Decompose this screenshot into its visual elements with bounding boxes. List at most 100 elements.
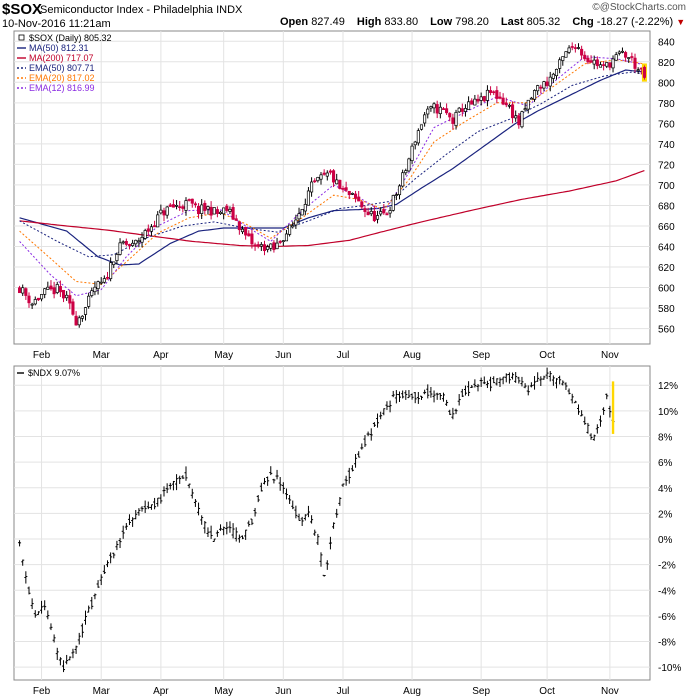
candle-body: [297, 213, 301, 220]
x-tick-label: Apr: [153, 350, 169, 361]
candle-body: [256, 244, 260, 246]
candle-body: [473, 98, 477, 106]
candle-body: [96, 281, 100, 290]
candle-body: [382, 209, 386, 214]
candle-body: [454, 112, 458, 126]
y-tick-label: 4%: [658, 484, 673, 495]
y-tick-label: 620: [658, 263, 675, 274]
candle-body: [262, 244, 267, 252]
candle-body: [539, 86, 543, 89]
high-label: High: [356, 16, 382, 28]
x-tick-label: Feb: [33, 686, 51, 697]
x-tick-label: Oct: [539, 350, 555, 361]
candle-body: [244, 227, 248, 236]
x-tick-label: Jun: [275, 686, 291, 697]
y-tick-label: 0%: [658, 535, 673, 546]
y-tick-label: 640: [658, 243, 675, 254]
candle-body: [451, 117, 455, 124]
x-tick-label: May: [214, 350, 233, 361]
candle-body: [30, 303, 34, 306]
candle-body: [266, 246, 270, 250]
y-tick-label: 720: [658, 160, 675, 171]
candle-body: [445, 108, 449, 114]
plot-frame: [13, 365, 651, 681]
candle-body: [77, 317, 81, 326]
legend-entry: MA(200) 717.07: [29, 53, 94, 63]
stockcharts-credit[interactable]: ©@StockCharts.com: [592, 2, 686, 13]
candle-body: [642, 66, 646, 78]
symbol-title: $SOX: [2, 1, 43, 18]
candle-body: [83, 307, 88, 315]
candle-body: [576, 47, 581, 49]
open-value: 827.49: [311, 16, 345, 28]
candle-body: [561, 56, 565, 61]
candle-body: [595, 59, 599, 67]
today-highlight: [611, 381, 615, 434]
candle-body: [369, 210, 373, 215]
candle-body: [598, 64, 603, 68]
ma-line: [19, 59, 645, 286]
candle-body: [460, 108, 464, 112]
candle-body: [580, 48, 584, 56]
candle-body: [507, 104, 511, 107]
candle-body: [476, 98, 480, 102]
candle-body: [80, 315, 84, 319]
candle-body: [275, 242, 279, 250]
candle-body: [548, 76, 552, 87]
candle-body: [146, 228, 150, 232]
candle-body: [269, 243, 273, 249]
candle-body: [253, 244, 257, 247]
y-tick-label: 700: [658, 181, 675, 192]
candle-body: [24, 288, 28, 296]
y-tick-label: 800: [658, 78, 675, 89]
candle-body: [372, 210, 376, 222]
y-tick-label: 840: [658, 37, 675, 48]
y-tick-label: 740: [658, 140, 675, 151]
candle-body: [413, 141, 417, 146]
candle-body: [470, 100, 474, 105]
candle-body: [536, 85, 540, 92]
candle-body: [43, 288, 47, 295]
candle-body: [71, 301, 75, 315]
candle-body: [608, 62, 612, 68]
y-tick-label: 10%: [658, 407, 678, 418]
candle-body: [127, 244, 132, 246]
candle-body: [215, 209, 219, 214]
candle-body: [322, 172, 326, 175]
candle-body: [592, 59, 596, 65]
candle-body: [240, 228, 245, 233]
candle-body: [209, 206, 213, 216]
candle-body: [193, 203, 197, 206]
legend-entry: EMA(20) 817.02: [29, 73, 95, 83]
candle-body: [74, 315, 78, 326]
candle-body: [316, 176, 320, 182]
candle-body: [131, 242, 135, 246]
index-name-text: Semiconductor Index - Philadelphia: [40, 4, 214, 16]
candle-body: [61, 289, 66, 299]
candle-body: [206, 206, 210, 210]
candle-body: [463, 108, 468, 112]
y-tick-label: 760: [658, 119, 675, 130]
candle-body: [344, 187, 348, 191]
y-tick-label: 8%: [658, 432, 673, 443]
candle-body: [165, 206, 169, 216]
candle-body: [18, 287, 22, 294]
candle-body: [203, 202, 207, 211]
candle-body: [354, 193, 358, 199]
candle-body: [394, 194, 398, 196]
candle-body: [630, 56, 634, 58]
x-tick-label: Jul: [337, 350, 350, 361]
candle-body: [284, 233, 289, 242]
candle-body: [501, 97, 505, 105]
candle-body: [363, 208, 367, 212]
candle-body: [234, 218, 238, 221]
ndx-panel: -10% -8% -6% -4% -2% 0% 2% 4% 6% 8% 10% 12% Feb Mar Ap…: [13, 365, 681, 697]
candle-body: [419, 124, 424, 130]
y-tick-label: 820: [658, 58, 675, 69]
candle-body: [140, 236, 144, 243]
x-tick-label: Apr: [153, 686, 169, 697]
candle-body: [87, 295, 91, 307]
last-value: 805.32: [526, 16, 561, 28]
candle-body: [583, 54, 587, 60]
